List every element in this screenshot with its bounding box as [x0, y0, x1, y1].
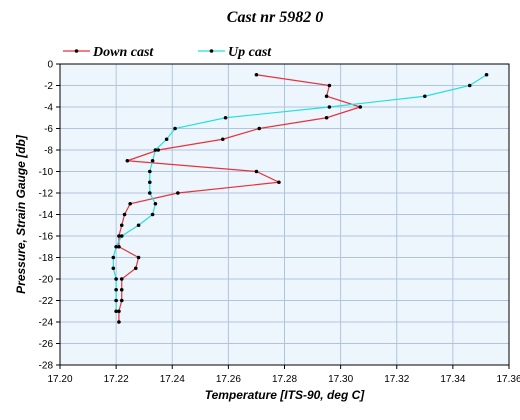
- legend-marker-up-cast: [209, 49, 214, 53]
- x-tick-label: 17.30: [328, 374, 353, 385]
- data-point-up-cast: [114, 298, 118, 303]
- x-tick-label: 17.36: [496, 374, 520, 385]
- data-point-down-cast: [176, 191, 180, 195]
- data-point-up-cast: [148, 191, 152, 195]
- y-tick-label: -16: [39, 232, 54, 243]
- legend-item-up-cast: Up cast: [198, 45, 272, 60]
- data-point-up-cast: [148, 169, 152, 174]
- y-axis-label: Pressure, Strain Gauge [db]: [14, 134, 28, 294]
- y-tick-label: -12: [39, 189, 54, 200]
- data-point-down-cast: [117, 244, 121, 249]
- x-tick-label: 17.24: [160, 374, 185, 385]
- series-up-cast: [111, 72, 489, 314]
- data-point-down-cast: [136, 255, 141, 260]
- data-point-up-cast: [111, 266, 116, 271]
- y-tick-label: -6: [44, 124, 53, 135]
- data-point-up-cast: [153, 201, 158, 206]
- data-point-up-cast: [114, 309, 118, 314]
- legend-marker-down-cast: [74, 49, 79, 53]
- y-tick-label: -18: [39, 253, 54, 264]
- data-point-up-cast: [150, 212, 155, 217]
- chart-title: Cast nr 5982 0: [227, 9, 323, 26]
- y-tick-label: -22: [39, 296, 54, 307]
- data-point-down-cast: [257, 126, 262, 131]
- data-point-down-cast: [117, 309, 121, 314]
- series-layer: [111, 72, 489, 324]
- x-tick-label: 17.22: [104, 374, 129, 385]
- data-point-down-cast: [125, 158, 130, 163]
- data-point-up-cast: [119, 234, 124, 238]
- data-point-up-cast: [327, 105, 332, 109]
- y-tick-label: -24: [39, 318, 54, 329]
- data-point-down-cast: [119, 287, 124, 292]
- y-tick-label: -14: [39, 210, 54, 221]
- data-point-up-cast: [423, 94, 427, 99]
- x-tick-label: 17.20: [47, 374, 72, 385]
- data-point-down-cast: [156, 148, 161, 152]
- data-point-up-cast: [173, 126, 177, 131]
- data-point-down-cast: [327, 83, 332, 88]
- data-point-down-cast: [277, 180, 281, 185]
- data-point-up-cast: [164, 137, 169, 142]
- data-point-up-cast: [111, 255, 116, 260]
- data-point-up-cast: [223, 115, 228, 120]
- y-axis: 0 -2 -4 -6 -8 -10 -12 -14 -16 -18 -20 -22 -24 -26 -28: [39, 60, 60, 372]
- x-tick-label: 17.34: [440, 374, 465, 385]
- legend: Down cast Up cast: [63, 45, 272, 60]
- data-point-down-cast: [358, 105, 363, 109]
- data-point-down-cast: [117, 320, 121, 324]
- y-tick-label: -2: [44, 81, 53, 92]
- x-tick-label: 17.26: [216, 374, 241, 385]
- data-point-up-cast: [114, 277, 118, 281]
- legend-label-down-cast: Down cast: [92, 45, 154, 60]
- data-point-down-cast: [254, 72, 259, 77]
- data-point-down-cast: [133, 266, 138, 271]
- y-tick-label: -26: [39, 339, 54, 350]
- x-axis: 17.20 17.22 17.24 17.26 17.28 17.30 17.32 17.34…: [47, 365, 520, 385]
- data-point-up-cast: [148, 180, 152, 185]
- data-point-up-cast: [150, 158, 155, 163]
- data-point-down-cast: [220, 137, 225, 142]
- data-point-down-cast: [122, 212, 127, 217]
- y-tick-label: 0: [47, 60, 53, 71]
- data-point-down-cast: [119, 298, 124, 303]
- data-point-down-cast: [128, 201, 132, 206]
- data-point-up-cast: [136, 223, 141, 228]
- series-down-cast: [117, 72, 363, 324]
- x-tick-label: 17.28: [272, 374, 297, 385]
- data-point-down-cast: [117, 234, 121, 238]
- data-point-down-cast: [119, 277, 124, 281]
- data-point-up-cast: [153, 148, 158, 152]
- x-tick-label: 17.32: [384, 374, 409, 385]
- legend-item-down-cast: Down cast: [63, 45, 154, 60]
- data-point-down-cast: [324, 115, 329, 120]
- data-point-down-cast: [254, 169, 259, 174]
- y-tick-label: -28: [39, 361, 54, 372]
- data-point-up-cast: [467, 83, 472, 88]
- data-point-up-cast: [484, 72, 489, 77]
- y-tick-label: -8: [44, 146, 53, 157]
- grid: [60, 64, 509, 365]
- y-tick-label: -20: [39, 275, 54, 286]
- y-tick-label: -4: [44, 103, 53, 114]
- data-point-up-cast: [114, 244, 118, 249]
- data-point-up-cast: [114, 287, 118, 292]
- y-tick-label: -10: [39, 167, 54, 178]
- legend-label-up-cast: Up cast: [228, 45, 272, 60]
- data-point-down-cast: [324, 94, 329, 99]
- data-point-down-cast: [119, 223, 124, 228]
- x-axis-label: Temperature [ITS-90, deg C]: [205, 388, 366, 402]
